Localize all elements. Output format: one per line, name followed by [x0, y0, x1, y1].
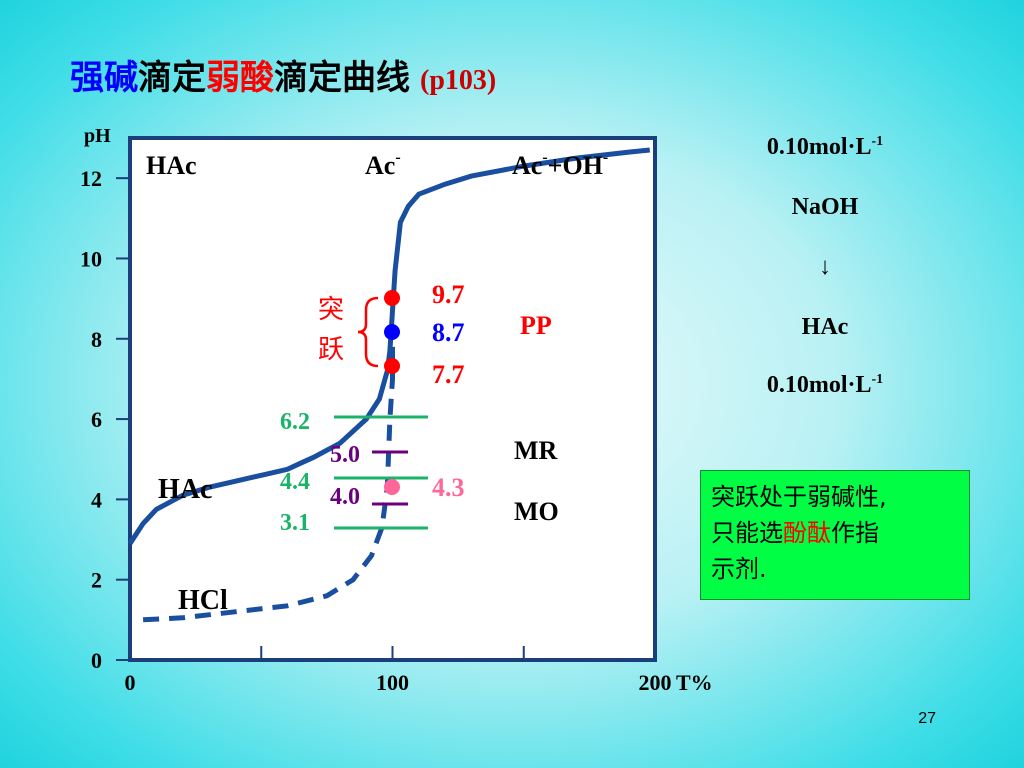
- hcl-mark-4-label: 4.0: [330, 484, 360, 510]
- hcl-ep-value: 4.3: [432, 473, 465, 502]
- jump-lower-point: [384, 358, 400, 374]
- curve-label-hac: HAc: [158, 474, 212, 505]
- y-tick-label: 0: [91, 648, 102, 673]
- hcl-mark-5-label: 5.0: [330, 442, 360, 468]
- mr-lower-value: 4.4: [280, 469, 310, 495]
- titrant-concentration: 0.10mol·L-1: [766, 134, 884, 160]
- analyte-name: HAc: [801, 314, 849, 340]
- x-tick-label: 100: [376, 670, 409, 695]
- y-tick-label: 6: [91, 407, 102, 432]
- y-tick-label: 8: [91, 327, 102, 352]
- note-line-2: 只能选酚酞作指: [711, 519, 879, 547]
- hcl-ep-point: [384, 479, 400, 495]
- indicator-mo: MO: [514, 497, 559, 526]
- svg-text:Ac-+OH-: Ac-+OH-: [512, 149, 608, 180]
- indicator-mr: MR: [514, 436, 558, 465]
- curve-label-hcl: HCl: [178, 585, 228, 616]
- equivalence-point: [384, 324, 400, 340]
- region-label-ac: Ac-: [365, 149, 401, 180]
- region-label-ac-oh: Ac-+OH-: [512, 149, 608, 180]
- y-ticks: 0 2 4 6 8 10 12: [80, 166, 130, 673]
- jump-lower-value: 7.7: [432, 360, 465, 389]
- jump-upper-value: 9.7: [432, 280, 465, 309]
- title-titrate-1: 滴定: [138, 58, 206, 98]
- note-phenolphthalein: 酚酞: [783, 519, 831, 547]
- analyte-concentration: 0.10mol·L-1: [766, 372, 884, 398]
- x-tick-label: 0: [125, 670, 136, 695]
- y-tick-label: 2: [91, 568, 102, 593]
- page-number: 27: [918, 710, 936, 727]
- title-curve: 滴定曲线: [274, 58, 410, 98]
- jump-label-1: 突: [318, 295, 344, 324]
- y-axis-label: pH: [84, 125, 111, 147]
- y-tick-label: 10: [80, 246, 102, 271]
- note-line-1: 突跃处于弱碱性,: [711, 483, 887, 511]
- jump-upper-point: [384, 290, 400, 306]
- titrant-name: NaOH: [791, 194, 859, 220]
- indicator-pp: PP: [520, 311, 552, 340]
- jump-label-2: 跃: [318, 335, 344, 364]
- x-ticks: 0 100 200: [125, 646, 672, 695]
- title-page-ref: (p103): [420, 65, 497, 96]
- title-weak-acid: 弱酸: [206, 58, 274, 98]
- hac-curve: [127, 147, 651, 545]
- equivalence-value: 8.7: [432, 318, 465, 347]
- jump-brace: [357, 296, 379, 368]
- y-tick-label: 12: [80, 166, 102, 191]
- mo-lower-value: 3.1: [280, 510, 310, 536]
- slide-title: 强碱滴定弱酸滴定曲线 (p103): [70, 50, 496, 99]
- mr-upper-value: 6.2: [280, 409, 310, 435]
- conclusion-note: 突跃处于弱碱性, 只能选酚酞作指 示剂.: [700, 470, 970, 600]
- title-strong-base: 强碱: [70, 58, 138, 98]
- y-tick-label: 4: [91, 487, 102, 512]
- svg-text:Ac-: Ac-: [365, 149, 401, 180]
- note-line-3: 示剂.: [711, 555, 767, 583]
- arrow-down-icon: ↓: [819, 254, 831, 280]
- hcl-curve: [142, 338, 395, 623]
- x-axis-label: T%: [676, 670, 713, 695]
- x-tick-label: 200: [639, 670, 672, 695]
- region-label-hac: HAc: [146, 151, 197, 180]
